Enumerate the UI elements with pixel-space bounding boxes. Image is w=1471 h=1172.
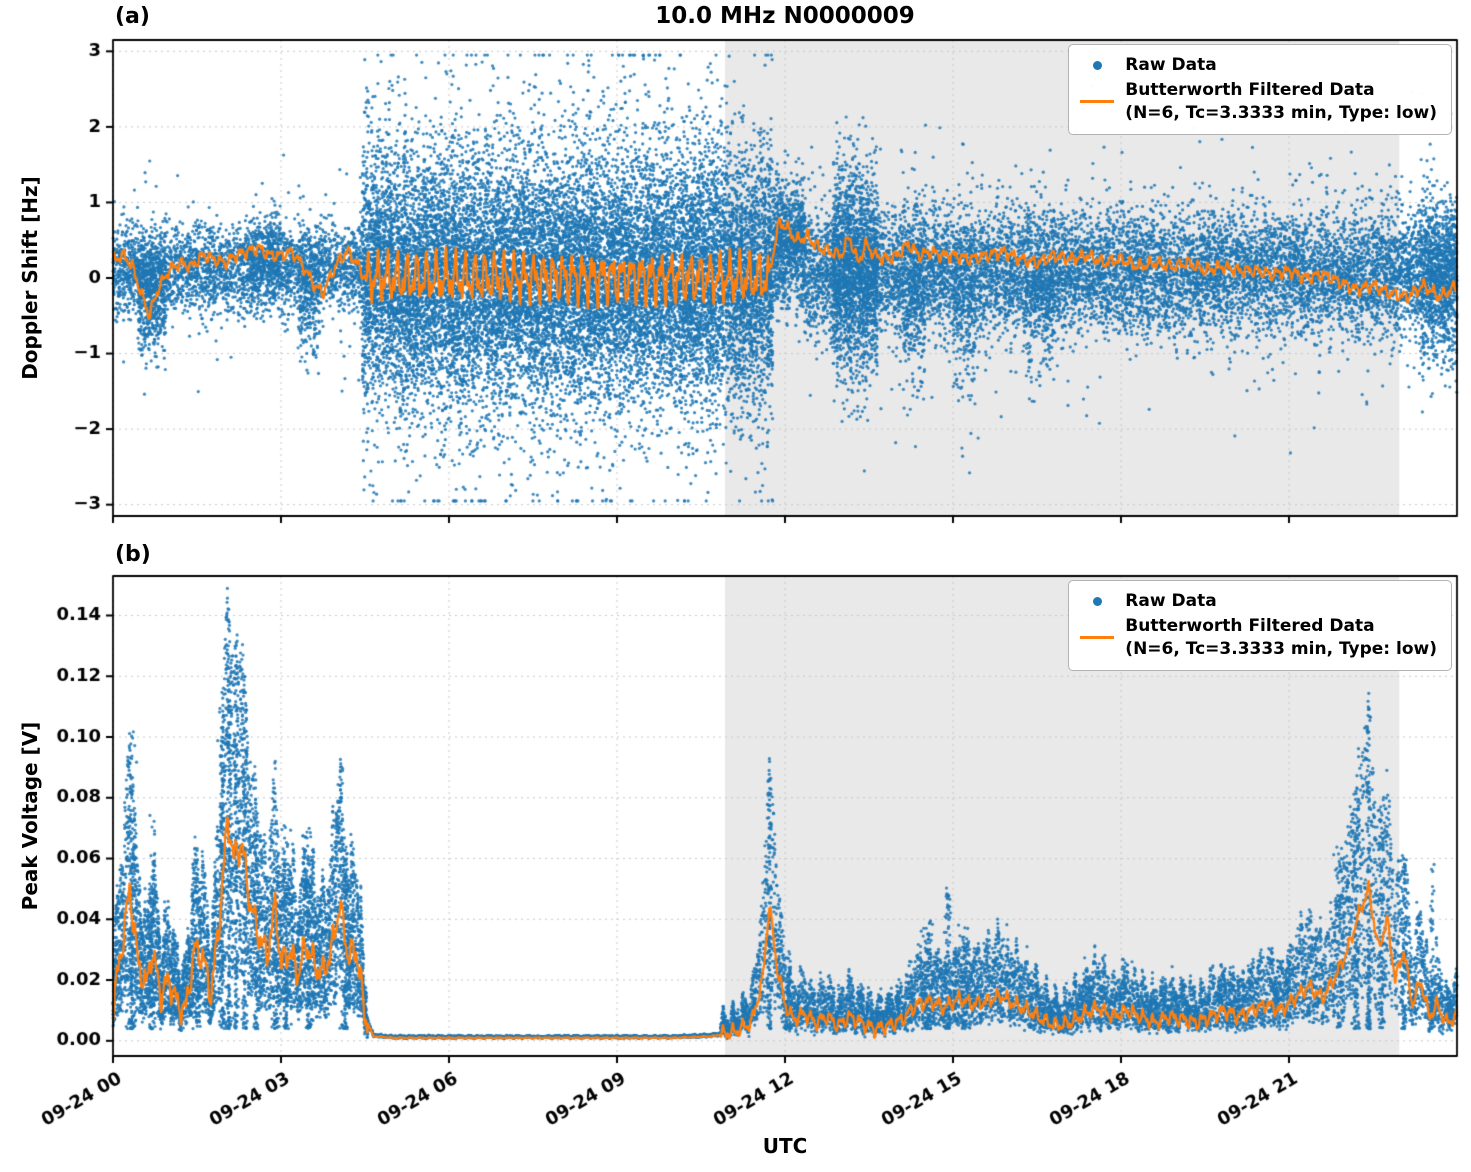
legend-filtered-label: Butterworth Filtered Data: [1125, 615, 1375, 636]
legend-item-raw: Raw Data: [1077, 590, 1437, 613]
legend-raw-label: Raw Data: [1125, 55, 1217, 75]
legend-item-filtered: Butterworth Filtered Data (N=6, Tc=3.333…: [1077, 79, 1437, 125]
panel-a-ylabel: Doppler Shift [Hz]: [18, 176, 42, 380]
raw-data-marker-icon: [1092, 60, 1102, 70]
legend-item-raw: Raw Data: [1077, 54, 1437, 77]
x-axis-label: UTC: [762, 1134, 808, 1158]
panel-a-label: (a): [115, 4, 150, 29]
legend-filtered-sub: (N=6, Tc=3.3333 min, Type: low): [1125, 638, 1437, 659]
raw-data-marker-icon: [1092, 596, 1102, 606]
legend-filtered-sub: (N=6, Tc=3.3333 min, Type: low): [1125, 102, 1437, 123]
legend-panel-a: Raw Data Butterworth Filtered Data (N=6,…: [1068, 44, 1452, 135]
legend-raw-label: Raw Data: [1125, 591, 1217, 611]
chart-title: 10.0 MHz N0000009: [655, 3, 915, 29]
panel-b-label: (b): [115, 542, 151, 567]
panel-b-ylabel: Peak Voltage [V]: [18, 721, 42, 911]
legend-filtered-label: Butterworth Filtered Data: [1125, 79, 1375, 100]
legend-panel-b: Raw Data Butterworth Filtered Data (N=6,…: [1068, 580, 1452, 671]
legend-item-filtered: Butterworth Filtered Data (N=6, Tc=3.333…: [1077, 615, 1437, 661]
filtered-line-marker-icon: [1080, 636, 1115, 640]
filtered-line-marker-icon: [1080, 100, 1115, 104]
